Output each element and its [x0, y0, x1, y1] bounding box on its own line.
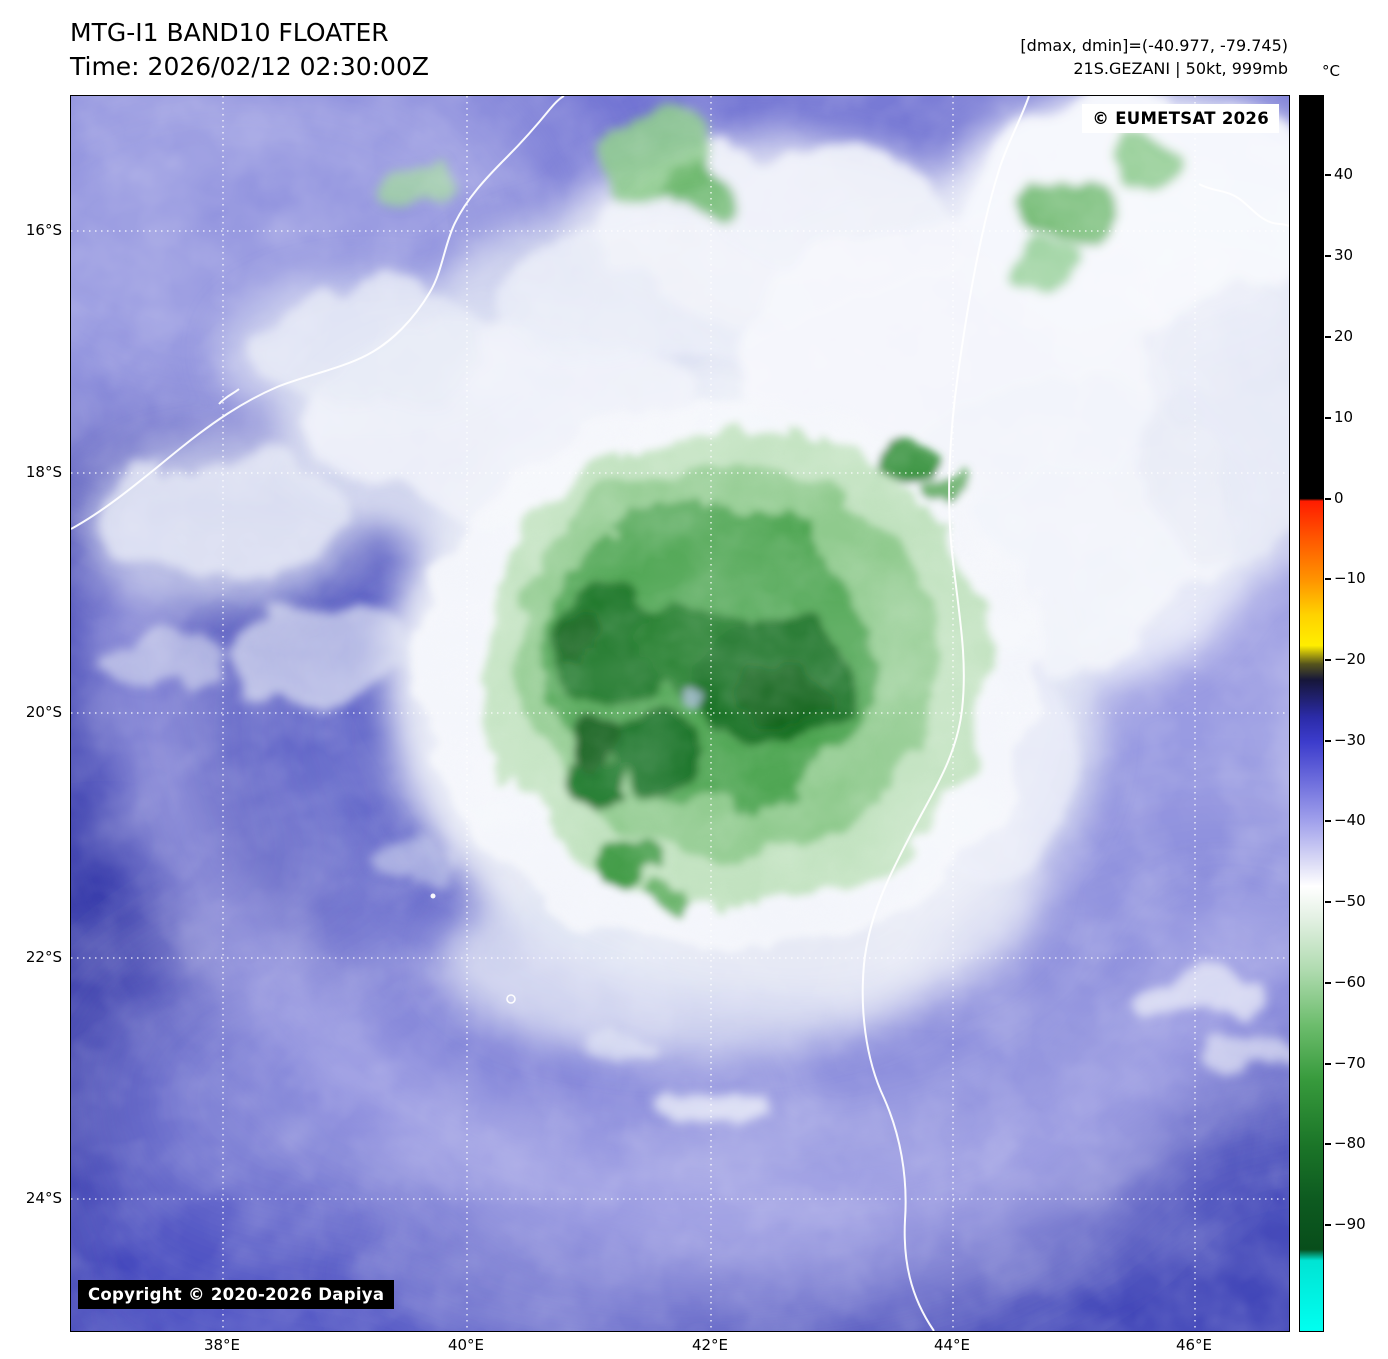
lon-label-42e: 42°E	[691, 1336, 729, 1354]
island-europa	[506, 994, 516, 1004]
product-title: MTG-I1 BAND10 FLOATER	[70, 18, 389, 47]
colorbar-unit-label: °C	[1322, 62, 1340, 80]
time-label: Time: 2026/02/12 02:30:00Z	[70, 52, 429, 81]
cb-tick-m70: −70	[1325, 1054, 1384, 1072]
cb-tick-m10: −10	[1325, 569, 1384, 587]
lat-label-18s: 18°S	[25, 463, 62, 481]
island-small	[430, 893, 436, 899]
cb-tick-30: 30	[1325, 246, 1384, 264]
lon-label-38e: 38°E	[203, 1336, 241, 1354]
satellite-image	[71, 96, 1289, 1331]
lon-label-40e: 40°E	[447, 1336, 485, 1354]
eumetsat-credit-badge: © EUMETSAT 2026	[1082, 104, 1279, 133]
cb-tick-m50: −50	[1325, 892, 1384, 910]
cb-tick-m80: −80	[1325, 1134, 1384, 1152]
temperature-colorbar	[1299, 95, 1324, 1332]
lat-label-20s: 20°S	[25, 703, 62, 721]
madagascar-coastline	[861, 96, 1030, 1331]
cb-tick-20: 20	[1325, 327, 1384, 345]
cb-tick-m30: −30	[1325, 731, 1384, 749]
coastlines	[71, 96, 1289, 1331]
cb-tick-m20: −20	[1325, 650, 1384, 668]
graticule	[71, 96, 1289, 1331]
coastline-ne	[1198, 183, 1289, 227]
lon-label-46e: 46°E	[1175, 1336, 1213, 1354]
dmax-dmin-label: [dmax, dmin]=(-40.977, -79.745)	[1020, 36, 1288, 55]
storm-info-label: 21S.GEZANI | 50kt, 999mb	[1073, 59, 1288, 78]
figure-title-block: MTG-I1 BAND10 FLOATER Time: 2026/02/12 0…	[70, 16, 429, 84]
cb-tick-40: 40	[1325, 165, 1384, 183]
lat-label-24s: 24°S	[25, 1189, 62, 1207]
africa-coastline	[71, 96, 565, 530]
coast-inlet	[218, 388, 240, 405]
copyright-badge: Copyright © 2020-2026 Dapiya	[78, 1280, 395, 1309]
cb-tick-10: 10	[1325, 408, 1384, 426]
cb-tick-m60: −60	[1325, 973, 1384, 991]
cb-tick-m40: −40	[1325, 811, 1384, 829]
lon-label-44e: 44°E	[933, 1336, 971, 1354]
cb-tick-0: 0	[1325, 489, 1384, 507]
map-panel: © EUMETSAT 2026 Copyright © 2020-2026 Da…	[70, 95, 1290, 1332]
figure-info-block: [dmax, dmin]=(-40.977, -79.745) 21S.GEZA…	[1020, 34, 1288, 80]
lat-label-16s: 16°S	[25, 221, 62, 239]
cb-tick-m90: −90	[1325, 1215, 1384, 1233]
lat-label-22s: 22°S	[25, 948, 62, 966]
